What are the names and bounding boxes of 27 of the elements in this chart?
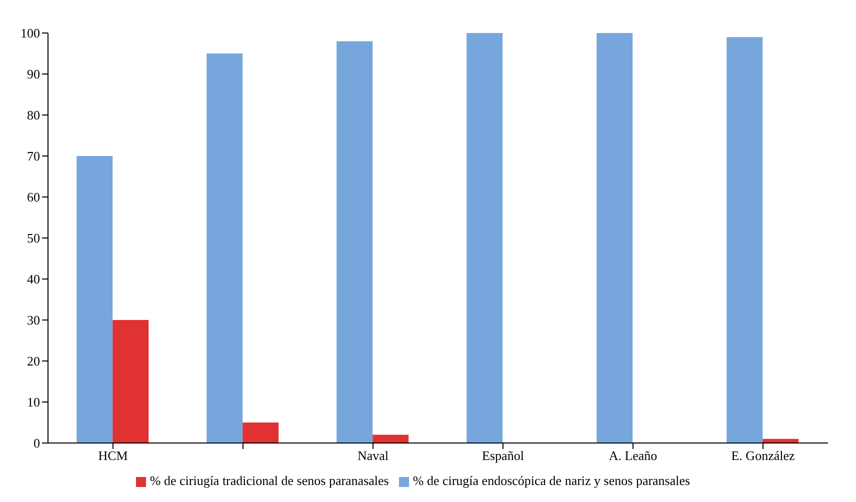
- y-tick-label: 20: [27, 354, 40, 369]
- bar: [596, 33, 633, 443]
- y-tick-label: 100: [20, 26, 40, 41]
- y-tick-label: 70: [27, 148, 40, 164]
- y-tick-label: 10: [27, 394, 40, 410]
- bar: [726, 37, 763, 443]
- bar: [76, 156, 113, 443]
- legend-label: % de ciriugía tradicional de senos paranasales: [150, 473, 389, 488]
- y-tick-label: 30: [27, 312, 40, 328]
- x-tick-label: E. González: [731, 448, 795, 464]
- y-tick-label: 40: [27, 272, 40, 287]
- bar: [466, 33, 503, 443]
- bar: [372, 434, 409, 443]
- x-tick-label: HCM: [98, 448, 128, 464]
- y-tick-label: 90: [27, 66, 40, 82]
- bar: [336, 41, 373, 443]
- x-tick-label: Español: [482, 448, 524, 464]
- legend-label: % de cirugía endoscópica de nariz y senos paransales: [412, 473, 690, 488]
- x-tick-label: A. Leaño: [608, 448, 658, 464]
- bar: [112, 320, 149, 443]
- y-tick-label: 0: [34, 436, 40, 451]
- x-tick-label: Naval: [357, 448, 389, 464]
- y-tick-label: 60: [27, 190, 40, 205]
- y-tick-label: 50: [27, 230, 40, 246]
- y-tick-label: 80: [27, 108, 40, 123]
- bar: [206, 54, 243, 443]
- bar: [242, 422, 279, 443]
